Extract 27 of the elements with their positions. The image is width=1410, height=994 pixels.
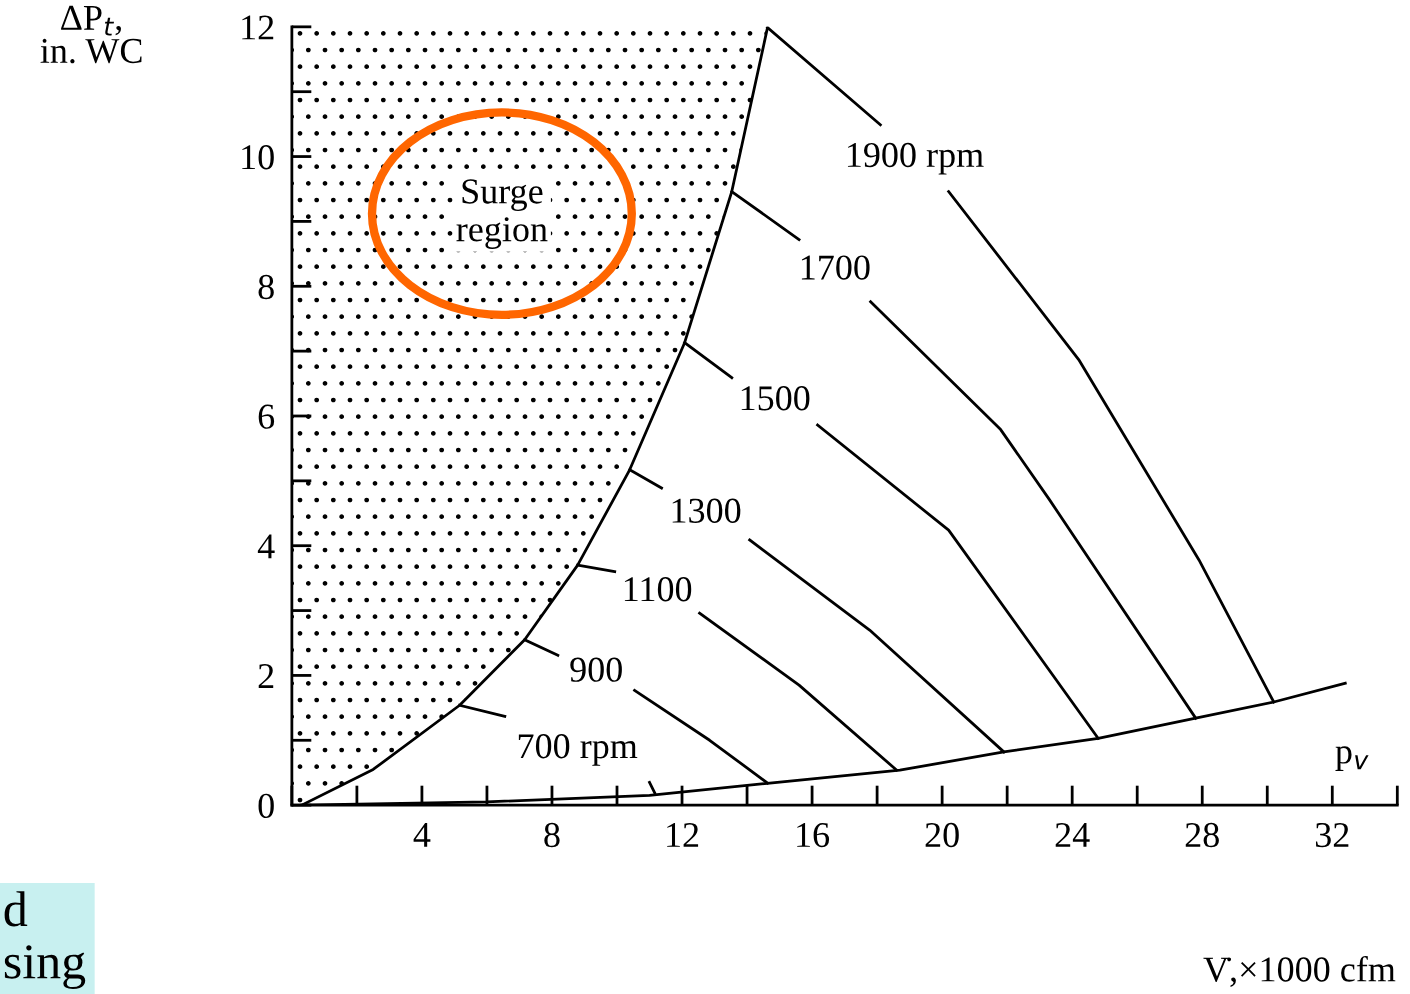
annotation: Surge region — [456, 179, 548, 249]
series-label: 1900 rpm — [847, 142, 984, 175]
series-label: 1700 — [801, 255, 870, 280]
x-tick-label: 16 — [797, 822, 830, 848]
x-tick-label: 12 — [667, 822, 699, 847]
y-tick-label: 2 — [258, 664, 274, 688]
x-tick-label: 20 — [925, 822, 959, 848]
series-label: 900 — [570, 657, 622, 682]
series-label: 1100 — [624, 577, 692, 602]
x-tick-label: 28 — [1185, 822, 1219, 848]
y-tick-label: 12 — [242, 15, 274, 40]
y-tick-label: 6 — [258, 404, 275, 429]
series-label: p$_{v}$ — [1335, 746, 1369, 771]
series-label: 700 rpm — [518, 734, 638, 766]
x-tick-label: 24 — [1055, 822, 1090, 847]
x-axis-title: V̇,×1000 cfm — [1203, 955, 1396, 987]
y-tick-label: 10 — [242, 145, 274, 170]
x-tick-label: 4 — [413, 823, 431, 847]
series-label: 1500 — [741, 386, 810, 411]
y-axis-title: ΔP$_{t}$, in. WC — [40, 5, 142, 64]
y-tick-label: 8 — [258, 274, 274, 300]
x-tick-label: 32 — [1315, 822, 1349, 848]
x-tick-label: 8 — [544, 822, 560, 848]
y-tick-label: 0 — [258, 793, 274, 819]
text: d sing — [4, 891, 86, 990]
series-label: 1300 — [672, 498, 741, 523]
y-tick-label: 4 — [257, 534, 275, 559]
